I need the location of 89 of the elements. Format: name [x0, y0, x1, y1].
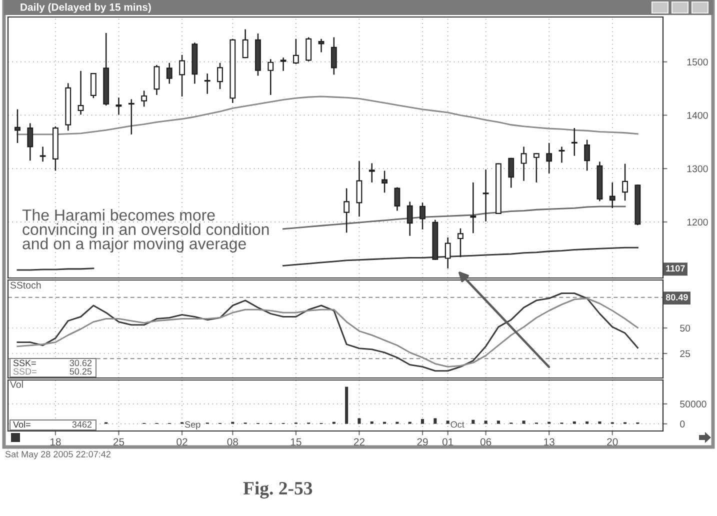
series-label: SSK= [13, 360, 36, 366]
annotation: Oct [450, 421, 464, 428]
text: Vol= [13, 421, 30, 428]
bar [421, 419, 424, 424]
candlestick [444, 236, 451, 270]
x-tick-label: 22 [354, 438, 365, 446]
caption: Fig. 2-53 [243, 481, 312, 499]
candlestick [90, 72, 96, 99]
candlestick [14, 108, 20, 144]
candlestick [330, 36, 337, 76]
bar [345, 386, 348, 424]
candlestick [546, 142, 552, 174]
candlestick [394, 186, 400, 212]
x-tick-label: 15 [290, 438, 302, 446]
candlestick [27, 122, 34, 162]
candlestick [344, 188, 350, 234]
bar [446, 420, 450, 424]
candlestick [420, 202, 426, 230]
line-series [282, 206, 626, 230]
text: 1107 [666, 265, 685, 272]
y-tick-label: 1200 [687, 218, 708, 226]
candlestick [584, 139, 590, 172]
chart-title: Vol [10, 380, 23, 388]
candlestick [166, 62, 172, 84]
bar [496, 420, 500, 424]
bar [370, 421, 374, 424]
annotation: 50.25 [70, 368, 92, 375]
candlestick [292, 38, 299, 65]
bar [586, 421, 589, 424]
annotation: 30.62 [70, 360, 92, 366]
candlestick [306, 36, 312, 62]
bar [472, 420, 475, 424]
y-tick-label: 1400 [687, 112, 708, 119]
candlestick [179, 54, 185, 98]
y-tick-label: 50000 [680, 400, 706, 408]
candlestick [470, 182, 476, 234]
x-tick-label: 20 [607, 438, 618, 446]
x-tick-label: 18 [50, 438, 61, 446]
y-tick-label: 0 [680, 420, 685, 428]
chart-title: Daily (Delayed by 15 mins) [20, 3, 151, 13]
candlestick [558, 146, 565, 164]
candlestick [482, 169, 489, 222]
candlestick [242, 28, 248, 59]
text: Sat May 28 2005 22:07:42 [5, 451, 110, 460]
candlestick [116, 96, 122, 116]
candlestick [571, 127, 578, 156]
candlestick [520, 146, 527, 182]
candlestick [40, 146, 46, 162]
candlestick [406, 201, 413, 236]
y-tick-label: 25 [680, 350, 690, 358]
y-tick-label: 1500 [687, 58, 708, 66]
x-tick-label: 13 [544, 438, 554, 446]
candlestick [280, 56, 286, 72]
annotation: The Harami becomes more convincing in an oversold condition and on a major moving average [22, 209, 269, 253]
candlestick [318, 38, 324, 53]
text: 80.49 [666, 294, 688, 300]
candlestick [356, 160, 362, 218]
chart-title: SStoch [10, 281, 41, 289]
x-tick-label: 01 [442, 438, 454, 446]
bar [572, 421, 576, 424]
annotation: Sep [184, 421, 200, 430]
candlestick [622, 163, 628, 202]
candlestick [508, 157, 514, 188]
candlestick [154, 64, 160, 96]
bar [522, 420, 526, 424]
candlestick [141, 90, 148, 108]
bar [358, 418, 361, 424]
text: SSD= [13, 368, 36, 375]
candlestick [368, 162, 375, 184]
x-tick-label: 08 [227, 438, 238, 446]
x-tick-label: 02 [176, 438, 188, 446]
x-tick-label: 29 [417, 438, 428, 446]
candlestick [533, 152, 540, 184]
bar [484, 420, 488, 424]
candlestick [217, 62, 223, 90]
candlestick [204, 72, 210, 94]
x-tick-label: 06 [480, 438, 492, 446]
annotation: 3462 [72, 421, 92, 428]
candlestick [268, 58, 274, 96]
candlestick [458, 228, 464, 258]
bar [434, 418, 437, 424]
candlestick [609, 182, 616, 209]
y-tick-label: 1300 [687, 165, 708, 172]
candlestick [382, 170, 388, 194]
candlestick [128, 98, 134, 136]
bar [598, 421, 602, 424]
y-tick-label: 50 [680, 324, 690, 332]
x-tick-label: 25 [113, 438, 124, 446]
candlestick [78, 70, 84, 116]
